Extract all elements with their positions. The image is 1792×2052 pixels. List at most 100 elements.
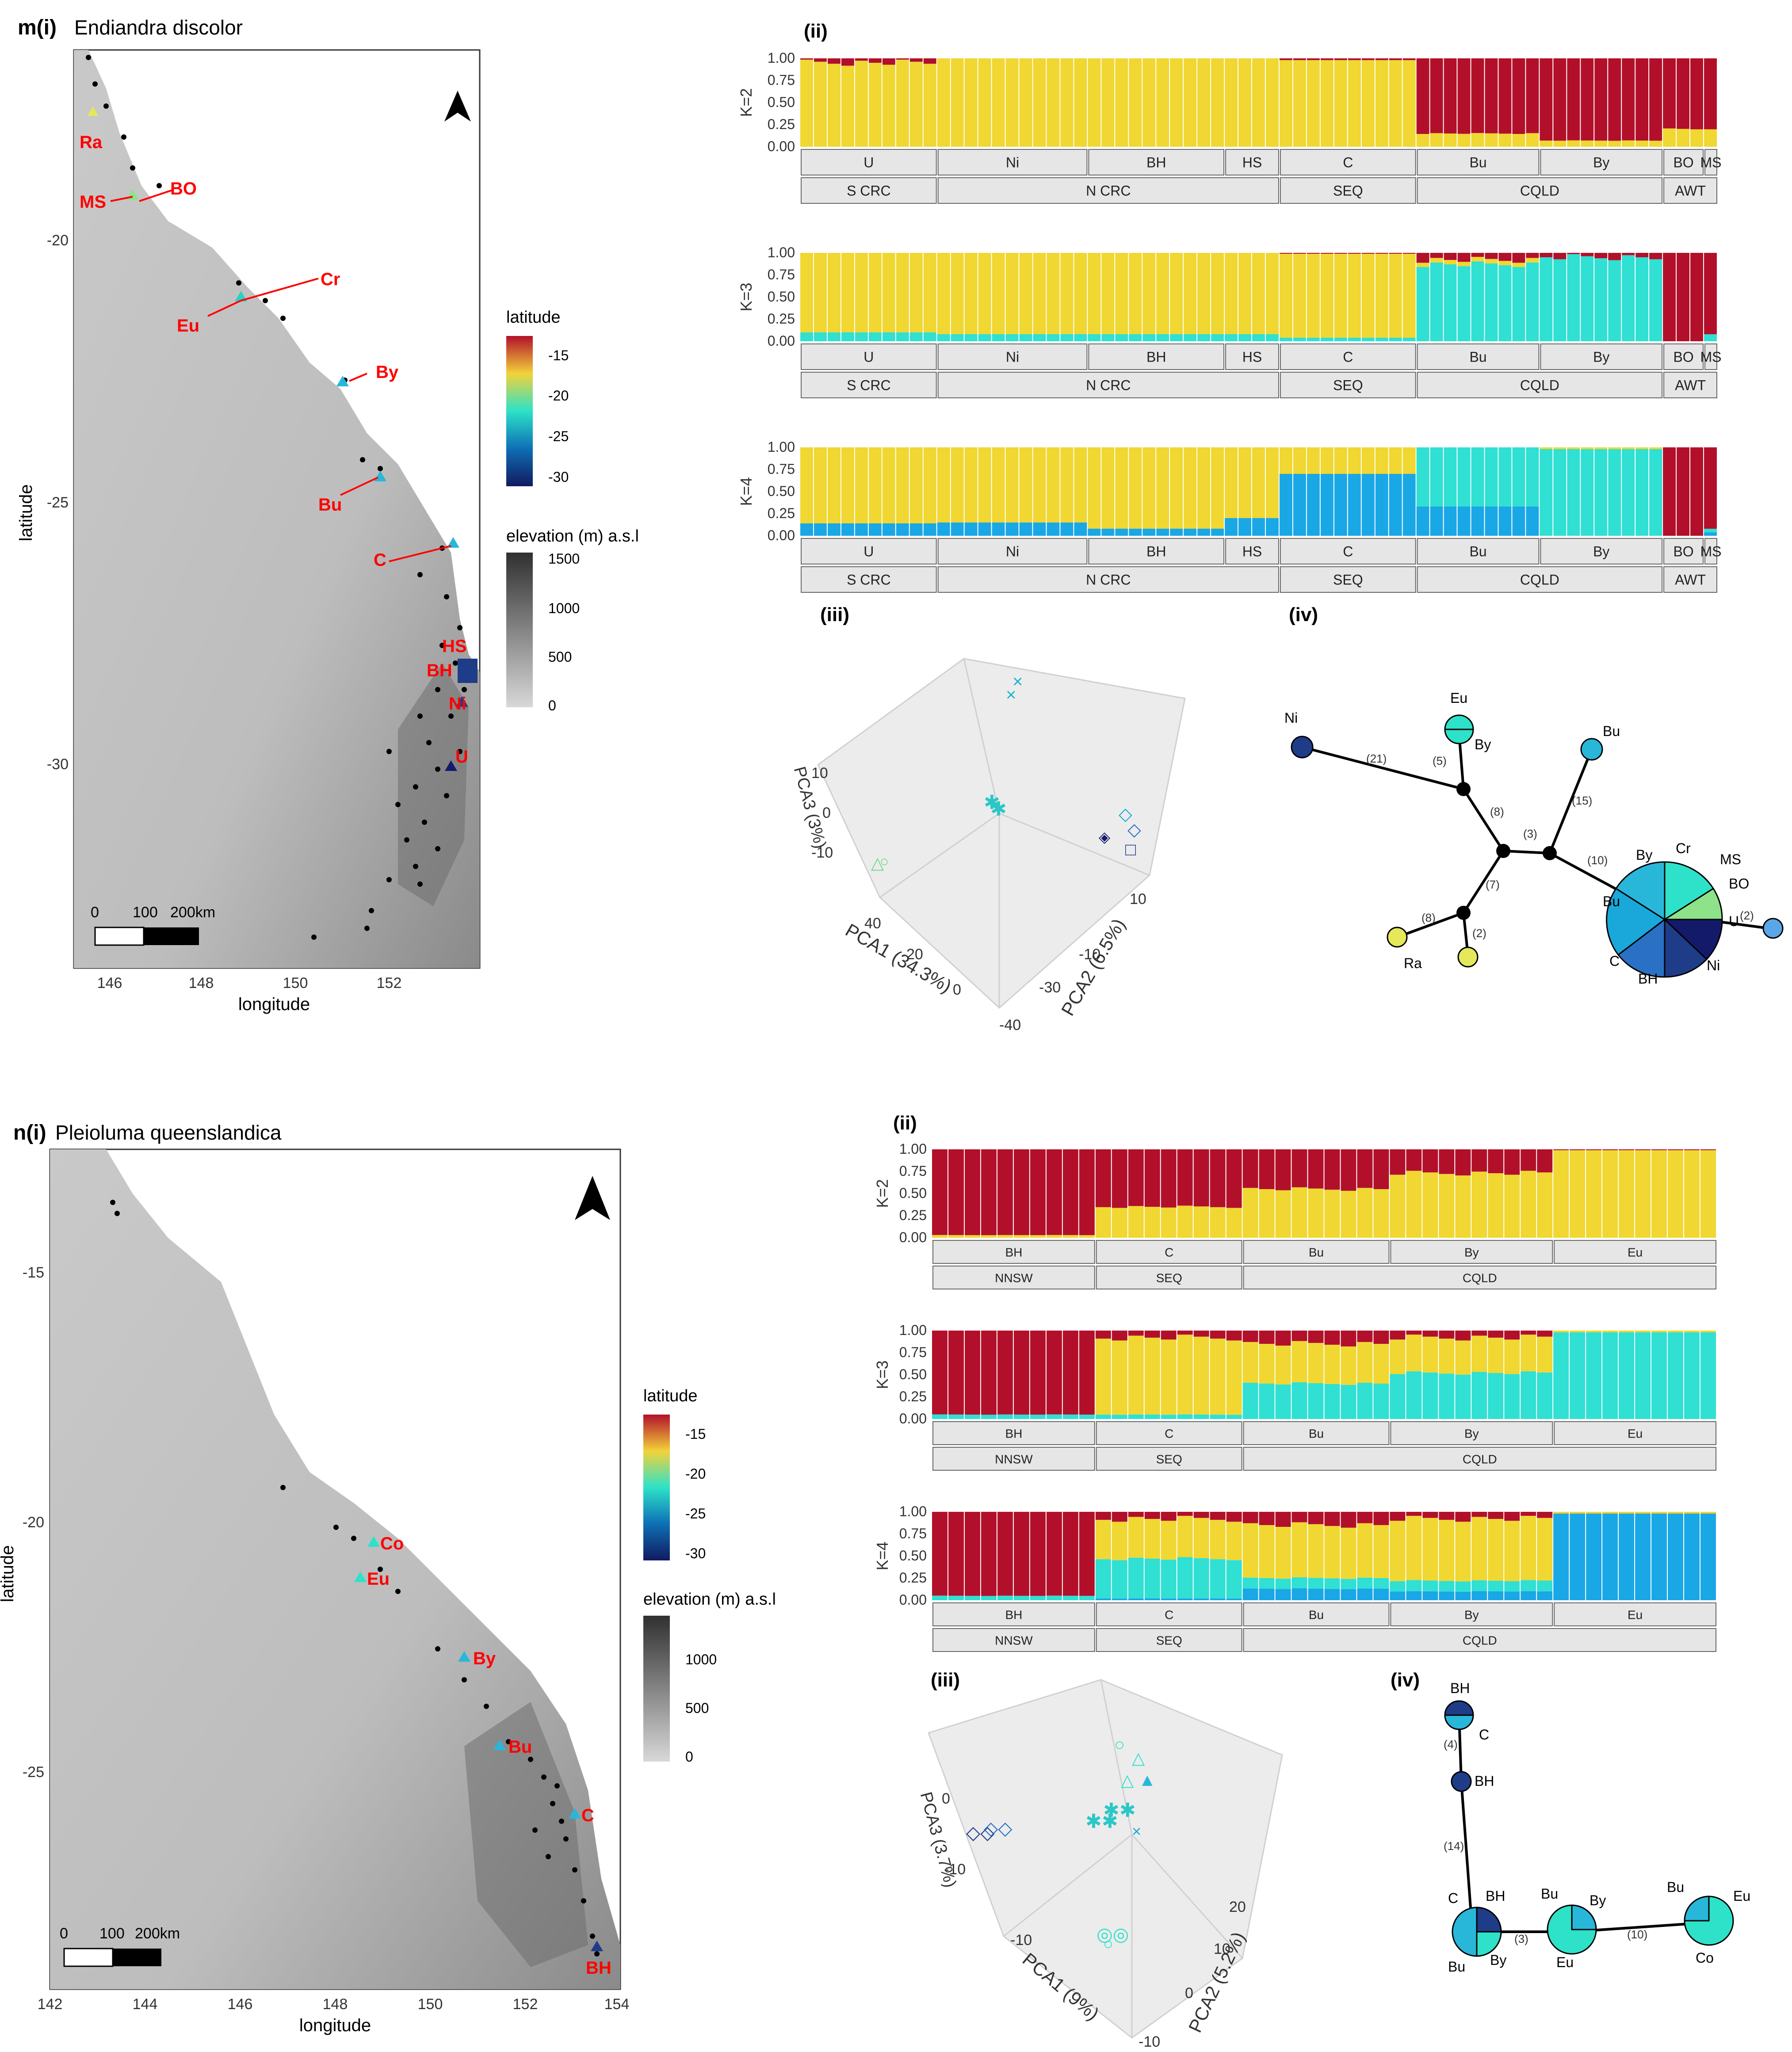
- structure-region-label: AWT: [1675, 183, 1706, 199]
- structure-pop-strip: [1088, 343, 1225, 370]
- structure-bar-segment: [1341, 1589, 1356, 1600]
- structure-bar-segment: [1521, 1371, 1536, 1419]
- structure-bar-segment: [1526, 258, 1539, 263]
- structure-bar-segment: [1677, 447, 1690, 536]
- structure-bar-segment: [1161, 1339, 1177, 1415]
- svg-text:148: 148: [189, 975, 214, 992]
- structure-bar-segment: [1504, 1581, 1520, 1592]
- map-n-legend-elevation: elevation (m) a.s.l 1000 500 0: [643, 1590, 776, 1765]
- structure-bar-segment: [1361, 58, 1375, 60]
- structure-bar-segment: [1115, 334, 1128, 341]
- structure-bar-segment: [1361, 474, 1375, 536]
- structure-bar-segment: [1101, 334, 1115, 341]
- structure-pop-strip: [1096, 1421, 1242, 1445]
- structure-y-tick: 0.75: [899, 1163, 927, 1179]
- structure-bar-segment: [1357, 1523, 1373, 1578]
- svg-text:C: C: [1479, 1727, 1489, 1743]
- structure-bar-segment: [1537, 1512, 1553, 1518]
- structure-bar-segment: [1226, 1208, 1242, 1238]
- structure-bar-segment: [1526, 58, 1539, 133]
- structure-bar-segment: [1430, 262, 1443, 341]
- structure-bar-segment: [1422, 1591, 1438, 1600]
- structure-bar-segment: [909, 332, 923, 341]
- structure-bar-segment: [1553, 1150, 1569, 1238]
- structure-bar-segment: [1602, 1149, 1618, 1150]
- structure-bar-segment: [1293, 253, 1306, 254]
- structure-bar-segment: [909, 447, 923, 523]
- structure-bar-segment: [1537, 1331, 1553, 1337]
- structure-bar-segment: [1488, 1173, 1504, 1238]
- structure-bar-segment: [1471, 1149, 1487, 1172]
- structure-bar-segment: [1357, 1577, 1373, 1589]
- structure-bar-segment: [1457, 447, 1471, 507]
- site-bh-marker: [458, 659, 478, 683]
- structure-bar-segment: [1308, 1343, 1324, 1384]
- svg-text:-15: -15: [23, 1264, 44, 1281]
- structure-bar-segment: [1512, 267, 1525, 341]
- structure-pop-label: C: [1343, 544, 1353, 560]
- structure-region-label: CQLD: [1463, 1271, 1497, 1285]
- structure-bar-segment: [1308, 1578, 1324, 1589]
- svg-text:◇◇: ◇◇: [966, 1822, 995, 1843]
- structure-y-tick: 0.75: [768, 72, 795, 88]
- svg-text:(15): (15): [1572, 794, 1592, 807]
- structure-bar-segment: [1291, 1187, 1307, 1238]
- structure-bar-segment: [1161, 1598, 1177, 1600]
- svg-text:U: U: [1729, 913, 1739, 929]
- structure-bar-segment: [1142, 447, 1156, 529]
- structure-bar-segment: [1242, 1331, 1258, 1342]
- structure-bar-segment: [1115, 58, 1128, 147]
- structure-bar-segment: [868, 332, 882, 341]
- structure-pop-strip: [1704, 343, 1717, 370]
- structure-pop-label: BO: [1673, 349, 1693, 365]
- structure-bar-segment: [1521, 1591, 1536, 1600]
- structure-bar-segment: [948, 1235, 964, 1238]
- svg-text:Bu: Bu: [1448, 1959, 1465, 1975]
- structure-bar-segment: [1225, 253, 1238, 334]
- structure-bar-segment: [964, 1415, 980, 1419]
- structure-bar-segment: [1210, 1512, 1226, 1520]
- structure-bar-segment: [1210, 1207, 1226, 1238]
- structure-bar-segment: [1348, 58, 1361, 60]
- structure-pop-strip: [932, 1240, 1095, 1264]
- structure-bar-segment: [1622, 255, 1635, 341]
- structure-pop-label: Ni: [1006, 544, 1019, 560]
- structure-bar-segment: [1275, 1579, 1291, 1589]
- structure-bar-segment: [1389, 254, 1402, 338]
- svg-text:0: 0: [548, 698, 556, 713]
- structure-bar-segment: [1457, 266, 1471, 341]
- svg-text:-25: -25: [23, 1764, 44, 1781]
- structure-region-strip: [937, 177, 1279, 204]
- svg-text:(8): (8): [1421, 911, 1436, 924]
- structure-bar-segment: [1651, 1512, 1667, 1514]
- structure-bar-segment: [1635, 1331, 1651, 1332]
- svg-text:Bu: Bu: [1603, 723, 1620, 739]
- structure-bar-segment: [1635, 58, 1649, 141]
- structure-bar-segment: [1594, 258, 1608, 341]
- structure-y-tick: 0.75: [899, 1526, 927, 1541]
- structure-bar-segment: [1422, 1172, 1438, 1238]
- structure-bar-segment: [1144, 1415, 1160, 1419]
- structure-bar-segment: [1265, 334, 1279, 341]
- panel-n-structure: (ii) 1.00 0.75 0.50 0.25 0.00 K=2 BH C Bu By Eu NNS…: [873, 1112, 1717, 1652]
- structure-bar-segment: [1242, 1588, 1258, 1600]
- site-label-hs: HS: [442, 637, 467, 656]
- structure-bar-segment: [814, 447, 827, 523]
- structure-region-strip: [801, 372, 937, 398]
- structure-bar-segment: [1635, 1150, 1651, 1238]
- structure-region-strip: [1417, 372, 1663, 398]
- structure-bar-segment: [1586, 1150, 1602, 1238]
- svg-text:10: 10: [811, 765, 828, 782]
- structure-bar-segment: [1013, 1415, 1029, 1419]
- svg-text:20: 20: [906, 946, 923, 963]
- structure-bar-segment: [896, 523, 909, 536]
- svg-text:0: 0: [942, 1790, 950, 1807]
- structure-bar-segment: [1060, 334, 1074, 341]
- hap-u2-node: [1762, 918, 1784, 939]
- hap-n-pie-2: [1547, 1904, 1597, 1955]
- structure-bar-segment: [1334, 474, 1347, 536]
- structure-bar-segment: [1226, 1598, 1242, 1600]
- structure-bar-segment: [1112, 1208, 1127, 1238]
- structure-bar-segment: [1521, 1335, 1536, 1372]
- structure-bar-segment: [1177, 1205, 1193, 1238]
